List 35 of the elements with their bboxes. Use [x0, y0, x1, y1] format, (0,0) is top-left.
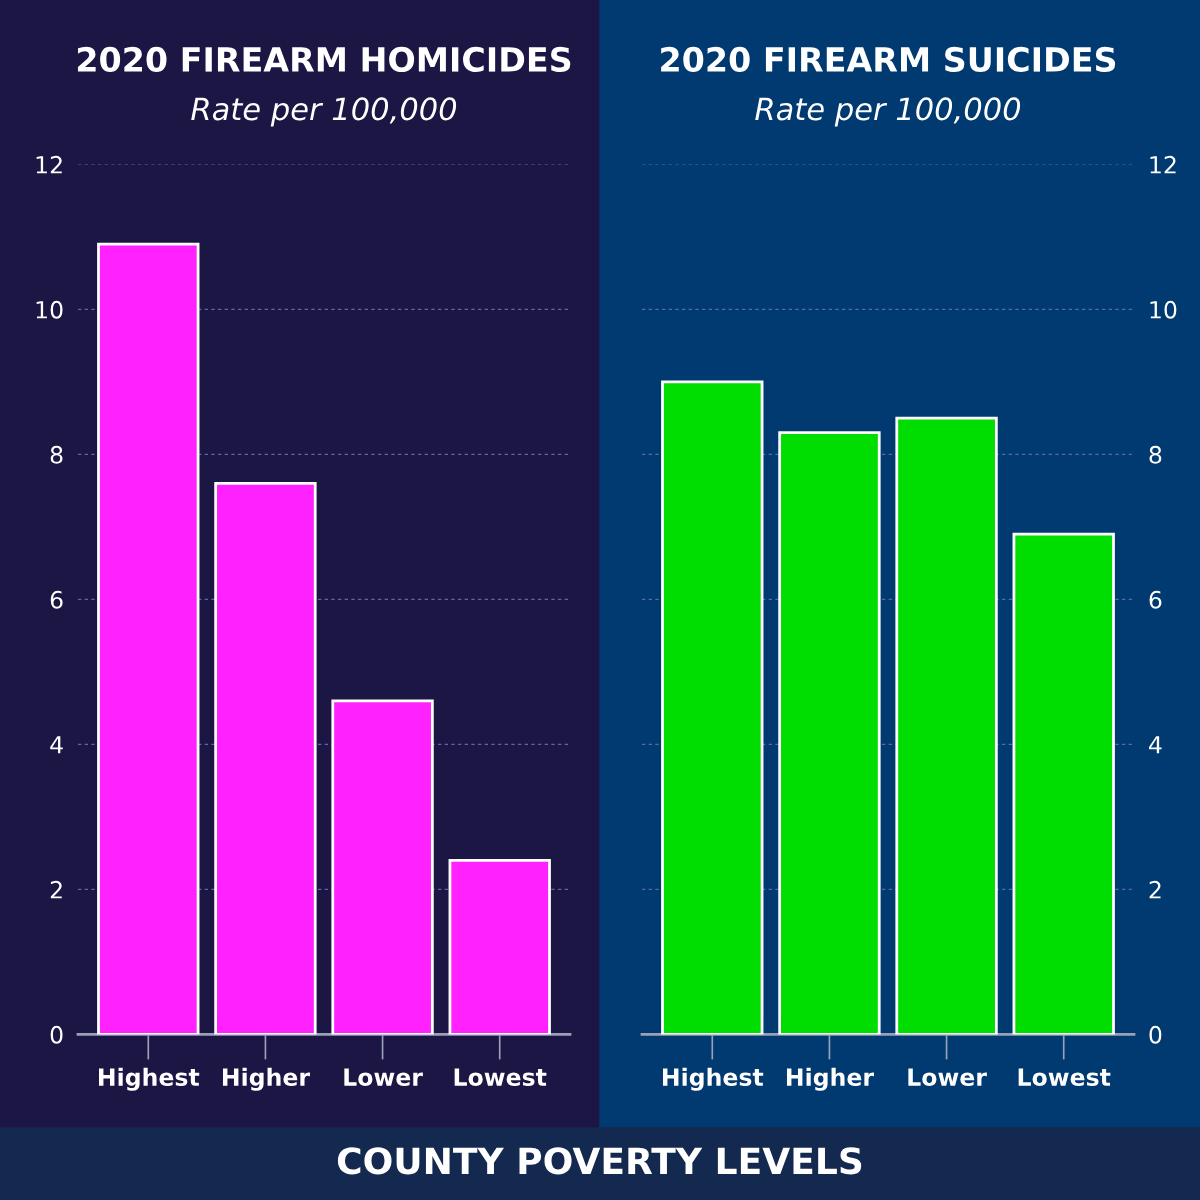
y-tick-label: 2 — [50, 880, 62, 899]
x-tick-label: Higher — [786, 1067, 874, 1091]
x-tick-label: Lowest — [454, 1068, 547, 1087]
y-tick-label: 6 — [50, 590, 63, 609]
x-tick-label: Lower — [908, 1068, 987, 1087]
y-tick-label: 6 — [1149, 590, 1162, 609]
y-tick-label: 12 — [36, 155, 62, 174]
y-tick-label: 10 — [36, 300, 63, 319]
bar — [331, 699, 434, 1035]
y-tick-label: 0 — [1149, 1025, 1162, 1044]
x-tick-label: Lowest — [1018, 1068, 1111, 1087]
chart-title: 2020 FIREARM HOMICIDES — [77, 46, 571, 73]
y-tick-label: 2 — [1149, 880, 1161, 899]
y-tick-label: 12 — [1150, 155, 1176, 174]
bar — [1012, 532, 1115, 1035]
bar — [448, 859, 551, 1035]
y-tick-label: 0 — [50, 1025, 63, 1044]
x-tick-label: Highest — [663, 1067, 764, 1091]
y-tick-label: 8 — [1149, 445, 1162, 464]
y-tick-label: 10 — [1150, 300, 1177, 319]
bar — [97, 242, 200, 1035]
bar — [214, 482, 317, 1035]
bar — [661, 380, 764, 1035]
x-tick-label: Higher — [222, 1067, 310, 1091]
bar — [895, 416, 998, 1035]
text: COUNTY POVERTY LEVELS — [337, 1147, 862, 1175]
chart-subtitle: Rate per 100,000 — [191, 97, 457, 127]
chart-subtitle: Rate per 100,000 — [755, 97, 1021, 127]
y-tick-label: 4 — [1149, 736, 1162, 754]
y-tick-label: 4 — [50, 736, 63, 754]
bar — [778, 431, 881, 1035]
chart-title: 2020 FIREARM SUICIDES — [661, 46, 1116, 73]
y-tick-label: 8 — [50, 445, 63, 464]
x-tick-label: Lower — [344, 1068, 423, 1087]
x-tick-label: Highest — [99, 1067, 200, 1091]
